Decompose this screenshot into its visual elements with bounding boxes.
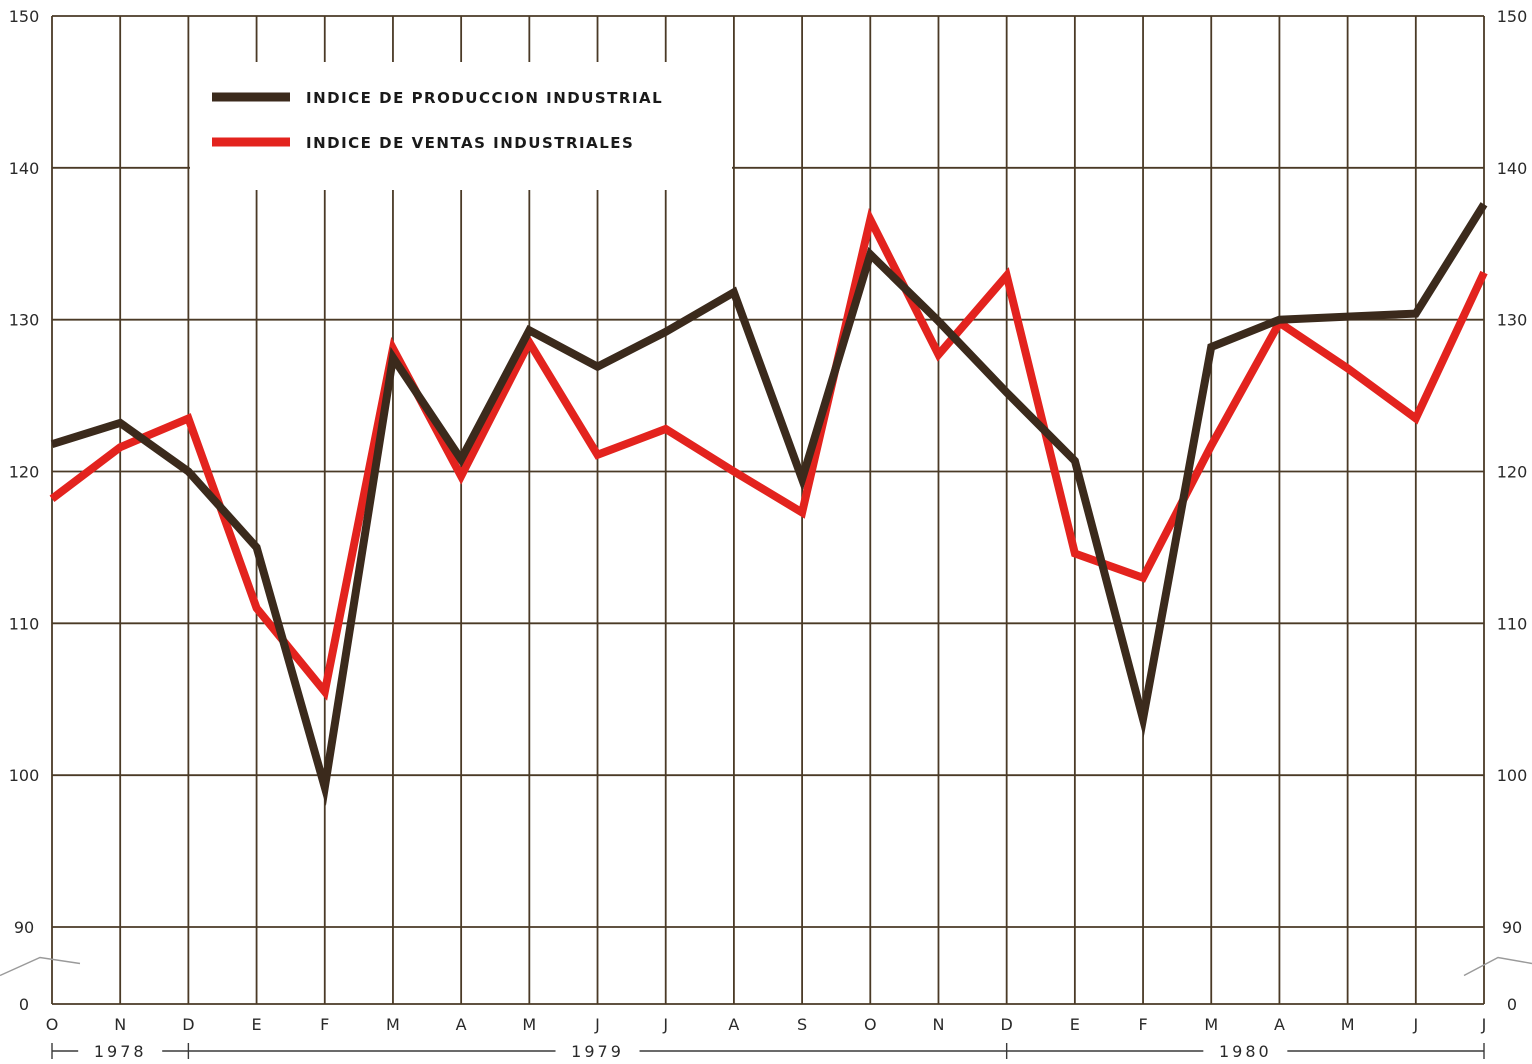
- x-tick-label: A: [456, 1015, 467, 1034]
- axis-break-mark: [0, 956, 81, 977]
- year-label: 1980: [1219, 1042, 1272, 1061]
- year-label: 1978: [94, 1042, 147, 1061]
- x-tick-label: N: [114, 1015, 126, 1034]
- x-tick-label: M: [522, 1015, 536, 1034]
- x-tick-label: D: [182, 1015, 194, 1034]
- series-line: [50, 202, 1488, 806]
- x-tick-label: A: [1274, 1015, 1285, 1034]
- y-tick-label-right: 120: [1497, 463, 1528, 482]
- y-tick-label-right: 130: [1497, 311, 1528, 330]
- year-label: 1979: [571, 1042, 624, 1061]
- y-tick-label-left: 100: [9, 766, 40, 785]
- y-tick-label-right: 0: [1507, 995, 1517, 1014]
- x-tick-label: F: [1138, 1015, 1147, 1034]
- x-tick-label: N: [932, 1015, 944, 1034]
- y-tick-label-left: 150: [9, 7, 40, 26]
- y-tick-label-left: 110: [9, 614, 40, 633]
- x-tick-label: E: [1070, 1015, 1080, 1034]
- series-line: [49, 207, 1488, 701]
- axis-break-mark: [1463, 956, 1532, 977]
- x-tick-label: M: [386, 1015, 400, 1034]
- series: [49, 202, 1488, 806]
- year-axis: 1978 1979 1980: [51, 1042, 1485, 1061]
- x-tick-label: D: [1001, 1015, 1013, 1034]
- legend: INDICE DE PRODUCCION INDUSTRIAL INDICE DE…: [190, 62, 732, 190]
- legend-box: [190, 62, 732, 190]
- axis-break-marks: [0, 956, 1532, 977]
- x-tick-label: J: [594, 1015, 600, 1034]
- legend-label: INDICE DE PRODUCCION INDUSTRIAL: [306, 89, 663, 107]
- y-tick-label-right: 110: [1497, 614, 1528, 633]
- y-tick-label-right: 150: [1497, 7, 1528, 26]
- x-tick-label: F: [320, 1015, 329, 1034]
- y-tick-label-right: 140: [1497, 159, 1528, 178]
- y-tick-label-left: 140: [9, 159, 40, 178]
- x-tick-label: O: [46, 1015, 59, 1034]
- y-tick-label-right: 100: [1497, 766, 1528, 785]
- y-tick-label-left: 130: [9, 311, 40, 330]
- x-tick-label: M: [1341, 1015, 1355, 1034]
- y-tick-label-right: 90: [1502, 918, 1522, 937]
- x-tick-label: M: [1204, 1015, 1218, 1034]
- x-tick-label: J: [662, 1015, 668, 1034]
- x-tick-label: S: [797, 1015, 807, 1034]
- y-tick-label-left: 90: [14, 918, 34, 937]
- y-tick-labels: 150 140 130 120 110 100 90 0 150 140 130 120 110 100 9…: [9, 7, 1528, 1014]
- x-tick-label: A: [728, 1015, 739, 1034]
- y-tick-label-left: 0: [19, 995, 29, 1014]
- legend-label: INDICE DE VENTAS INDUSTRIALES: [306, 134, 634, 152]
- x-tick-label: J: [1481, 1015, 1487, 1034]
- x-tick-label: E: [252, 1015, 262, 1034]
- y-tick-label-left: 120: [9, 463, 40, 482]
- x-tick-label: O: [864, 1015, 877, 1034]
- x-tick-label: J: [1412, 1015, 1418, 1034]
